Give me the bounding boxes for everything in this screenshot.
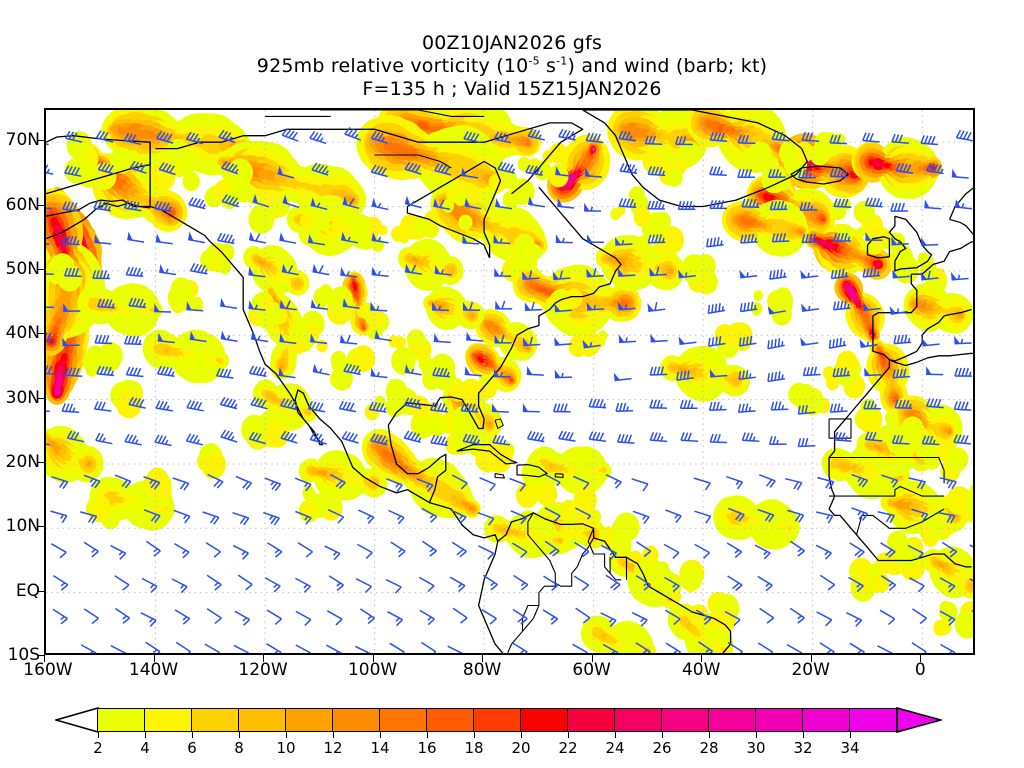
x-tick-label: 100W <box>347 660 398 680</box>
x-tick-label: 0 <box>914 660 926 680</box>
vorticity-blob <box>273 297 277 301</box>
x-tick-mark <box>153 655 155 662</box>
title-variable-pre: 925mb relative vorticity (10 <box>256 55 529 77</box>
title-exponent-2: -1 <box>556 54 568 68</box>
x-tick-mark <box>810 655 812 662</box>
vorticity-blob <box>363 327 365 330</box>
y-tick-label: 10S <box>7 645 40 665</box>
map-svg <box>46 110 973 653</box>
x-tick-label: 80W <box>462 660 502 680</box>
y-tick-mark <box>38 655 45 656</box>
vorticity-blob <box>87 461 92 466</box>
title-line-run: 00Z10JAN2026 gfs <box>421 32 603 54</box>
y-tick-mark <box>38 526 45 528</box>
vorticity-field <box>46 110 973 653</box>
title-line-variable: 925mb relative vorticity (10-5 s-1) and … <box>0 55 1024 78</box>
y-tick-label: 40N <box>5 323 40 344</box>
x-tick-label: 40W <box>681 660 721 680</box>
x-tick-mark <box>372 655 374 662</box>
y-tick-label: EQ <box>15 580 40 601</box>
y-tick-label: 20N <box>5 451 40 472</box>
vorticity-blob <box>279 365 283 369</box>
x-tick-mark <box>591 655 593 662</box>
y-tick-label: 70N <box>5 130 40 151</box>
y-tick-mark <box>38 590 45 592</box>
vorticity-blob <box>55 392 59 396</box>
map-canvas <box>46 110 973 653</box>
figure-title: 00Z10JAN2026 gfs 925mb relative vorticit… <box>0 32 1024 101</box>
y-tick-label: 30N <box>5 387 40 408</box>
x-tick-label: 140W <box>128 660 179 680</box>
x-tick-mark <box>701 655 703 662</box>
vorticity-blob <box>270 292 273 295</box>
title-variable-mid: s <box>539 55 557 77</box>
map-plot-area <box>44 108 975 655</box>
title-exponent-1: -5 <box>528 54 540 68</box>
y-tick-mark <box>38 268 45 270</box>
y-tick-label: 60N <box>5 194 40 215</box>
y-tick-mark <box>38 397 45 399</box>
y-tick-mark <box>38 461 45 463</box>
x-tick-mark <box>482 655 484 662</box>
title-variable-post: ) and wind (barb; kt) <box>567 55 768 77</box>
vorticity-blob <box>296 281 301 286</box>
x-tick-label: 120W <box>238 660 288 680</box>
vorticity-blob <box>356 299 359 303</box>
y-tick-mark <box>38 204 45 206</box>
vorticity-blob <box>269 289 272 292</box>
y-tick-mark <box>38 140 45 142</box>
y-tick-mark <box>38 333 45 335</box>
vorticity-blob <box>272 294 275 297</box>
x-tick-label: 60W <box>572 660 611 680</box>
y-tick-label: 50N <box>5 258 40 279</box>
y-tick-label: 10N <box>5 516 40 537</box>
x-tick-label: 160W <box>23 660 73 680</box>
x-tick-mark <box>920 655 922 662</box>
x-tick-label: 20W <box>791 660 830 680</box>
x-tick-mark <box>263 655 265 662</box>
title-line-valid: F=135 h ; Valid 15Z15JAN2026 <box>362 78 662 100</box>
x-tick-mark <box>44 655 45 662</box>
vorticity-blob <box>357 303 360 307</box>
